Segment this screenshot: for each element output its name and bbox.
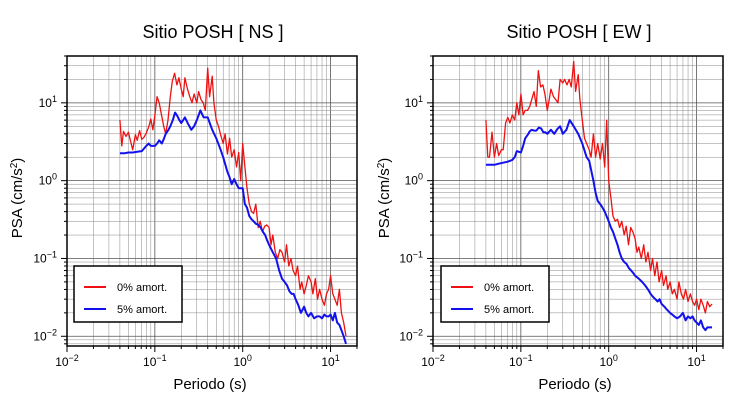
series-line-damping-0 bbox=[119, 67, 347, 337]
legend: 0% amort. 5% amort. bbox=[440, 265, 550, 323]
y-axis-label: PSA (cm/s2) bbox=[376, 158, 394, 239]
series-layer bbox=[485, 60, 713, 332]
x-tick-label: 10−2 bbox=[421, 353, 445, 369]
plot-frame bbox=[66, 55, 358, 347]
x-tick-label: 100 bbox=[234, 353, 252, 369]
y-axis-label-sup: 2 bbox=[376, 162, 387, 168]
y-tick-label: 101 bbox=[39, 94, 57, 110]
legend: 0% amort. 5% amort. bbox=[73, 265, 183, 323]
x-tick-label: 101 bbox=[321, 353, 339, 369]
y-axis-label-close: ) bbox=[376, 158, 393, 163]
legend-label-1: 5% amort. bbox=[484, 304, 534, 316]
y-axis-label-main: PSA (cm/s bbox=[9, 168, 26, 238]
legend-label-1: 5% amort. bbox=[117, 304, 167, 316]
x-tick-label: 10−1 bbox=[509, 353, 533, 369]
y-tick-label: 100 bbox=[39, 172, 57, 188]
x-tick-label: 10−1 bbox=[143, 353, 167, 369]
ticks: 10−2 10−1 100 101 10−2 10−1 100 101 bbox=[399, 55, 724, 369]
grid bbox=[432, 55, 724, 346]
x-tick-label: 100 bbox=[600, 353, 618, 369]
legend-label-0: 0% amort. bbox=[484, 282, 534, 294]
y-axis-label-sup: 2 bbox=[9, 162, 20, 168]
series-layer bbox=[119, 67, 347, 345]
y-tick-label: 10−1 bbox=[33, 249, 57, 265]
y-axis-label: PSA (cm/s2) bbox=[9, 158, 27, 239]
plot-frame bbox=[432, 55, 724, 347]
chart-ns: Sitio POSH [ NS ] 10−2 10−1 100 101 10−2 10−1… bbox=[9, 22, 358, 393]
legend-box bbox=[73, 265, 183, 323]
grid bbox=[66, 55, 358, 346]
legend-label-0: 0% amort. bbox=[117, 282, 167, 294]
y-tick-label: 10−2 bbox=[33, 327, 57, 343]
series-line-damping-5 bbox=[119, 109, 347, 345]
x-tick-label: 101 bbox=[687, 353, 705, 369]
series-line-damping-0 bbox=[485, 60, 713, 314]
chart-ew: Sitio POSH [ EW ] 10−2 10−1 100 101 10−2 10−1… bbox=[376, 22, 724, 393]
x-tick-label: 10−2 bbox=[55, 353, 79, 369]
x-axis-label: Periodo (s) bbox=[538, 376, 611, 393]
ticks: 10−2 10−1 100 101 10−2 10−1 100 101 bbox=[33, 55, 358, 369]
y-axis-label-close: ) bbox=[9, 158, 26, 163]
x-axis-label: Periodo (s) bbox=[173, 376, 246, 393]
y-tick-label: 10−1 bbox=[399, 249, 423, 265]
chart-title: Sitio POSH [ EW ] bbox=[506, 22, 651, 42]
y-tick-label: 10−2 bbox=[399, 327, 423, 343]
y-axis-label-main: PSA (cm/s bbox=[376, 168, 393, 238]
y-tick-label: 100 bbox=[405, 172, 423, 188]
chart-title: Sitio POSH [ NS ] bbox=[142, 22, 283, 42]
series-line-damping-5 bbox=[485, 119, 712, 332]
legend-box bbox=[440, 265, 550, 323]
y-tick-label: 101 bbox=[405, 94, 423, 110]
